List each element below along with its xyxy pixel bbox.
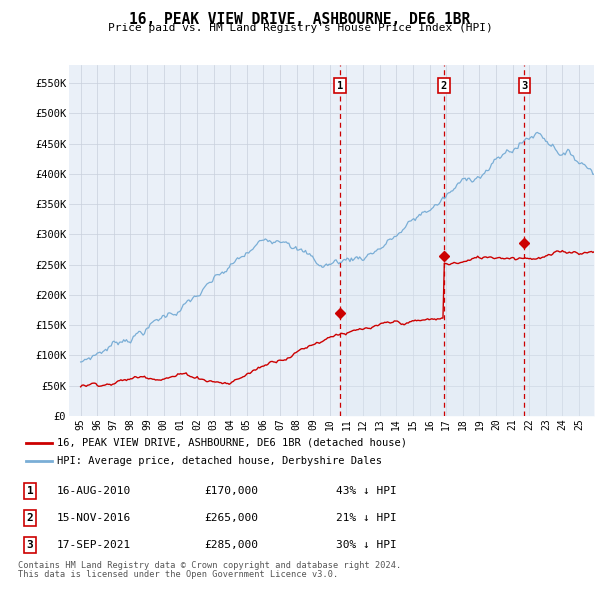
- Text: Price paid vs. HM Land Registry's House Price Index (HPI): Price paid vs. HM Land Registry's House …: [107, 23, 493, 33]
- Text: 2: 2: [26, 513, 34, 523]
- Text: 1: 1: [26, 486, 34, 496]
- Text: 16, PEAK VIEW DRIVE, ASHBOURNE, DE6 1BR: 16, PEAK VIEW DRIVE, ASHBOURNE, DE6 1BR: [130, 12, 470, 27]
- Text: 17-SEP-2021: 17-SEP-2021: [57, 540, 131, 550]
- Text: 2: 2: [441, 81, 447, 91]
- Text: 16, PEAK VIEW DRIVE, ASHBOURNE, DE6 1BR (detached house): 16, PEAK VIEW DRIVE, ASHBOURNE, DE6 1BR …: [58, 438, 407, 448]
- Text: 15-NOV-2016: 15-NOV-2016: [57, 513, 131, 523]
- Text: 1: 1: [337, 81, 343, 91]
- Text: 30% ↓ HPI: 30% ↓ HPI: [336, 540, 397, 550]
- Text: 21% ↓ HPI: 21% ↓ HPI: [336, 513, 397, 523]
- Text: £285,000: £285,000: [204, 540, 258, 550]
- Text: 43% ↓ HPI: 43% ↓ HPI: [336, 486, 397, 496]
- Text: £170,000: £170,000: [204, 486, 258, 496]
- Text: 3: 3: [26, 540, 34, 550]
- Text: This data is licensed under the Open Government Licence v3.0.: This data is licensed under the Open Gov…: [18, 571, 338, 579]
- Text: £265,000: £265,000: [204, 513, 258, 523]
- Text: Contains HM Land Registry data © Crown copyright and database right 2024.: Contains HM Land Registry data © Crown c…: [18, 561, 401, 570]
- Text: 16-AUG-2010: 16-AUG-2010: [57, 486, 131, 496]
- Text: 3: 3: [521, 81, 527, 91]
- Text: HPI: Average price, detached house, Derbyshire Dales: HPI: Average price, detached house, Derb…: [58, 456, 382, 466]
